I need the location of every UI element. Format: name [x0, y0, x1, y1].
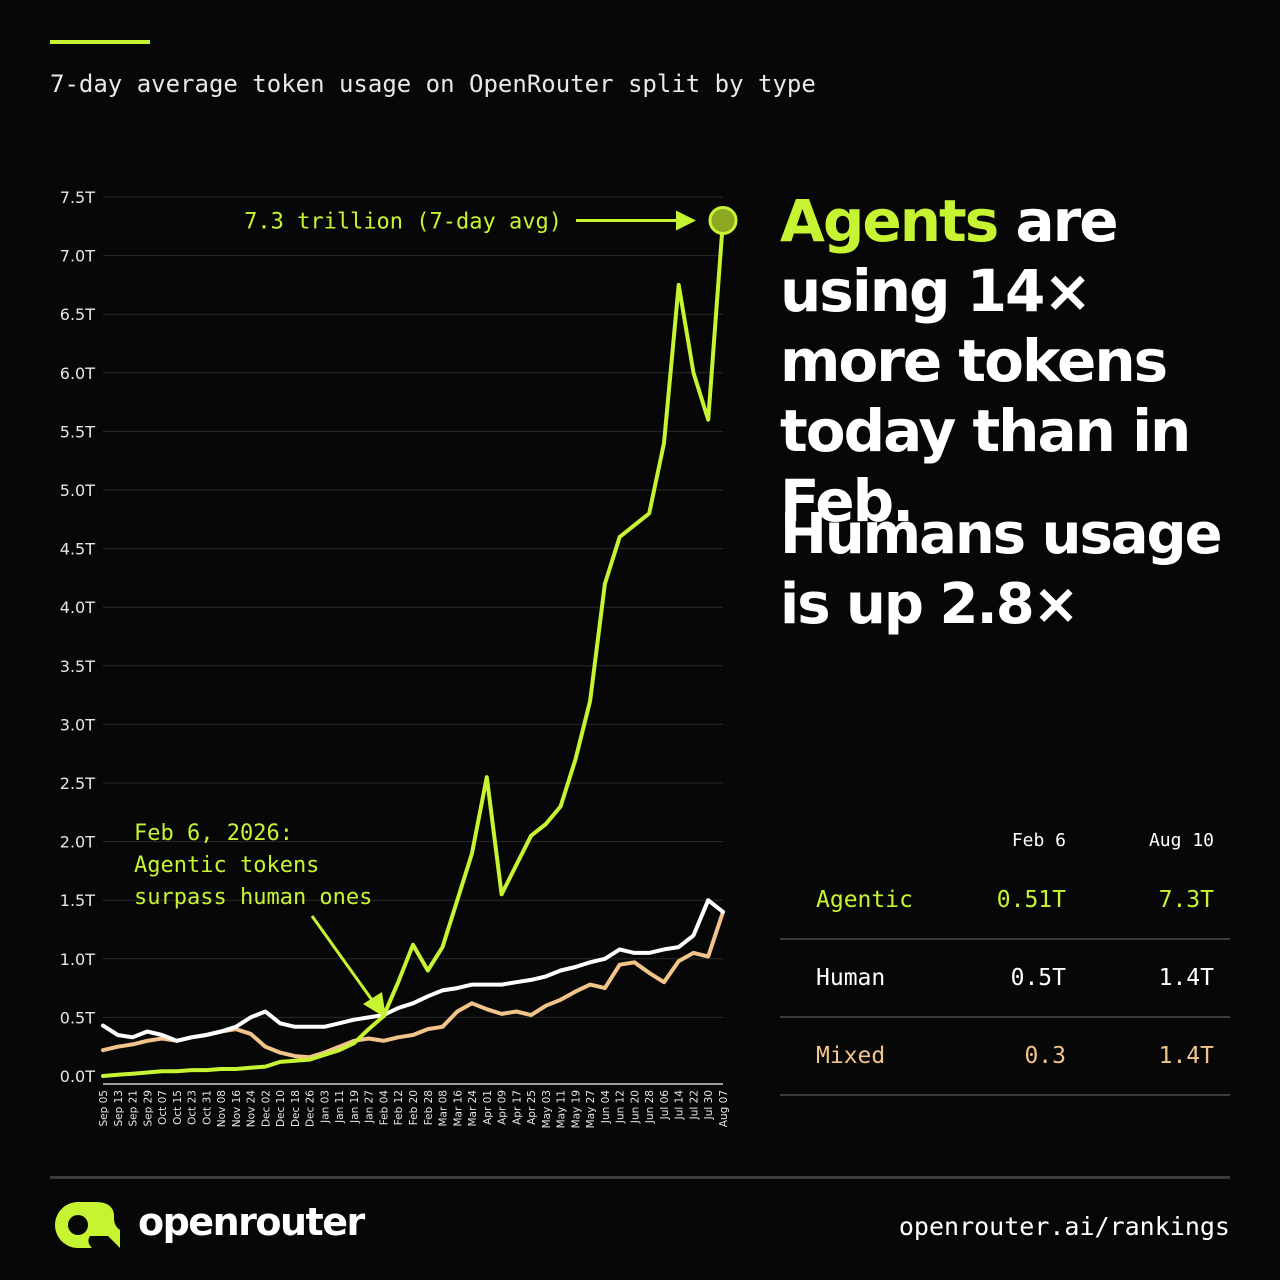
x-tick-label: Jul 14: [674, 1090, 686, 1121]
y-tick-label: 7.5T: [60, 188, 95, 207]
x-tick-label: Sep 21: [128, 1090, 140, 1127]
x-tick-label: Nov 24: [246, 1090, 258, 1128]
x-tick-label: Dec 18: [290, 1090, 302, 1127]
row-feb-value: 0.3: [1024, 1043, 1066, 1069]
series-line-agentic: [101, 218, 725, 1078]
x-tick-label: May 27: [585, 1090, 597, 1128]
y-tick-label: 0.5T: [60, 1008, 95, 1027]
crossover-arrow-head: [363, 992, 386, 1018]
crossover-arrow-line: [310, 915, 374, 1001]
footer-divider: [50, 1176, 1230, 1179]
comparison-table: Feb 6 Aug 10 Agentic 0.51T 7.3T Human 0.…: [780, 818, 1230, 1096]
x-tick-label: Jan 19: [349, 1090, 361, 1124]
x-tick-label: Apr 09: [497, 1090, 509, 1125]
brand-name: openrouter: [138, 1200, 365, 1244]
x-tick-label: Oct 31: [201, 1090, 213, 1125]
row-label: Human: [816, 965, 886, 991]
x-tick-label: Jun 12: [615, 1090, 627, 1124]
peak-marker: [708, 205, 738, 235]
footer-url[interactable]: openrouter.ai/rankings: [898, 1212, 1230, 1241]
headline-agents: Agents are using 14× more tokens today t…: [780, 186, 1260, 536]
x-tick-label: Mar 16: [452, 1090, 464, 1127]
x-tick-label: May 03: [541, 1090, 553, 1128]
accent-bar: [50, 40, 150, 44]
row-aug-value: 1.4T: [1158, 965, 1214, 991]
x-tick-label: Feb 12: [393, 1090, 405, 1125]
row-aug-value: 1.4T: [1158, 1043, 1214, 1069]
x-tick-label: Apr 01: [482, 1090, 494, 1125]
table-row-human: Human 0.5T 1.4T: [780, 940, 1230, 1018]
y-tick-label: 7.0T: [60, 247, 95, 266]
x-tick-label: Jun 04: [600, 1090, 612, 1124]
row-label: Agentic: [816, 887, 913, 913]
row-aug-value: 7.3T: [1158, 887, 1214, 913]
row-feb-value: 0.5T: [1010, 965, 1066, 991]
headline-accent: Agents: [780, 187, 999, 255]
chart-subtitle: 7-day average token usage on OpenRouter …: [50, 70, 816, 98]
x-tick-label: Sep 13: [113, 1090, 125, 1127]
x-tick-label: Jul 22: [688, 1090, 700, 1120]
x-tick-label: Jun 28: [644, 1090, 656, 1124]
x-tick-label: Dec 10: [275, 1090, 287, 1127]
x-tick-label: Feb 04: [378, 1090, 390, 1126]
peak-arrow-head: [676, 210, 696, 231]
y-tick-label: 1.5T: [60, 891, 95, 910]
x-tick-label: Mar 08: [438, 1090, 450, 1127]
x-tick-label: Jul 30: [703, 1090, 715, 1120]
y-tick-label: 4.0T: [60, 598, 95, 617]
crossover-annotation-line: Feb 6, 2026:: [134, 821, 293, 846]
y-tick-label: 4.5T: [60, 540, 95, 559]
x-tick-label: Apr 17: [511, 1090, 523, 1125]
y-tick-label: 6.0T: [60, 364, 95, 383]
x-tick-label: Dec 26: [305, 1090, 317, 1127]
y-tick-label: 5.0T: [60, 481, 95, 500]
x-tick-label: Dec 02: [260, 1090, 272, 1127]
x-tick-label: Mar 24: [467, 1090, 479, 1127]
y-tick-label: 3.5T: [60, 657, 95, 676]
series-line-human: [101, 898, 725, 1043]
x-tick-label: Feb 28: [423, 1090, 435, 1125]
x-tick-label: Apr 25: [526, 1090, 538, 1125]
x-tick-label: Jul 06: [659, 1090, 671, 1121]
y-tick-label: 2.5T: [60, 774, 95, 793]
table-row-agentic: Agentic 0.51T 7.3T: [780, 862, 1230, 940]
table-row-mixed: Mixed 0.3 1.4T: [780, 1018, 1230, 1096]
y-tick-label: 1.0T: [60, 950, 95, 969]
headline-rest: are using 14× more tokens today than in …: [780, 187, 1191, 535]
y-tick-label: 2.0T: [60, 833, 95, 852]
openrouter-logo-icon: [55, 1202, 120, 1248]
token-usage-chart: 0.0T 0.5T 1.0T 1.5T 2.0T 2.5T 3.0T 3.5T 4.0T 4.5T…: [60, 188, 738, 1128]
x-tick-label: Jan 27: [364, 1090, 376, 1124]
x-tick-label: May 11: [556, 1090, 568, 1128]
x-tick-label: Nov 16: [231, 1090, 243, 1128]
x-tick-label: Sep 05: [98, 1090, 110, 1127]
headline-humans: Humans usage is up 2.8×: [780, 502, 1223, 637]
y-tick-label: 5.5T: [60, 422, 95, 441]
table-header-feb: Feb 6: [1011, 829, 1066, 851]
row-feb-value: 0.51T: [996, 887, 1066, 913]
x-tick-label: Jan 11: [334, 1090, 346, 1124]
x-tick-label: Jun 20: [629, 1090, 641, 1124]
y-tick-label: 6.5T: [60, 305, 95, 324]
crossover-annotation-line: surpass human ones: [134, 885, 372, 910]
table-header: Feb 6 Aug 10: [780, 818, 1230, 862]
x-tick-label: Feb 20: [408, 1090, 420, 1125]
y-tick-label: 0.0T: [60, 1067, 95, 1086]
x-tick-label: May 19: [570, 1090, 582, 1128]
y-tick-label: 3.0T: [60, 715, 95, 734]
row-label: Mixed: [816, 1043, 886, 1069]
peak-annotation: 7.3 trillion (7-day avg): [244, 209, 562, 234]
x-tick-label: Jan 03: [319, 1090, 331, 1124]
x-tick-label: Oct 07: [157, 1090, 169, 1125]
x-tick-label: Sep 29: [142, 1090, 154, 1127]
x-tick-label: Nov 08: [216, 1090, 228, 1127]
table-header-aug: Aug 10: [1148, 829, 1214, 851]
crossover-annotation-line: Agentic tokens: [134, 853, 319, 878]
x-tick-label: Oct 23: [187, 1090, 199, 1125]
x-tick-label: Oct 15: [172, 1090, 184, 1125]
x-tick-label: Aug 07: [718, 1090, 730, 1127]
